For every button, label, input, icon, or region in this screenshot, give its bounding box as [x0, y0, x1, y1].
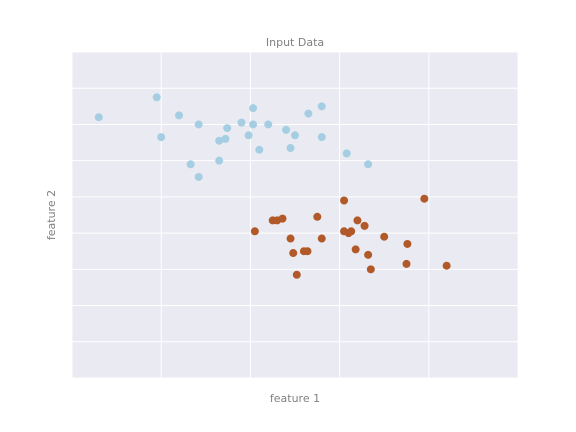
- data-point-series-1: [157, 133, 166, 142]
- data-point-series-1: [255, 145, 264, 154]
- data-point-series-1: [223, 124, 232, 133]
- data-point-series-2: [303, 247, 312, 256]
- data-point-series-1: [237, 118, 246, 127]
- data-point-series-1: [221, 134, 230, 143]
- data-point-series-2: [292, 270, 301, 279]
- plot-background: [72, 52, 518, 378]
- x-axis-label: feature 1: [270, 392, 320, 405]
- data-point-series-1: [249, 104, 258, 113]
- data-point-series-2: [420, 194, 429, 203]
- data-point-series-1: [364, 160, 373, 169]
- data-point-series-2: [402, 259, 411, 268]
- data-point-series-1: [282, 125, 291, 134]
- data-point-series-2: [364, 250, 373, 259]
- data-point-series-2: [442, 261, 451, 270]
- data-point-series-2: [317, 234, 326, 243]
- data-point-series-1: [194, 120, 203, 129]
- data-point-series-2: [278, 214, 287, 223]
- data-point-series-1: [244, 131, 253, 140]
- data-point-series-2: [286, 234, 295, 243]
- data-point-series-2: [313, 212, 322, 221]
- data-point-series-1: [291, 131, 299, 140]
- chart-title: Input Data: [266, 36, 324, 49]
- data-point-series-1: [94, 113, 103, 122]
- data-point-series-1: [317, 133, 326, 142]
- data-point-series-2: [250, 227, 259, 236]
- data-point-series-2: [360, 221, 369, 230]
- data-point-series-1: [249, 120, 258, 129]
- data-point-series-2: [380, 232, 389, 241]
- data-point-series-1: [215, 136, 224, 145]
- data-point-series-1: [152, 93, 161, 102]
- y-axis-label: feature 2: [45, 190, 58, 240]
- data-point-series-2: [353, 216, 362, 225]
- data-point-series-1: [317, 102, 326, 111]
- data-point-series-2: [403, 239, 412, 248]
- data-point-series-2: [347, 227, 356, 236]
- data-point-series-1: [286, 143, 295, 152]
- data-point-series-2: [351, 245, 360, 254]
- data-point-series-2: [340, 196, 349, 205]
- data-point-series-1: [194, 172, 203, 181]
- data-point-series-1: [215, 156, 224, 165]
- data-point-series-1: [186, 160, 195, 169]
- data-point-series-2: [289, 249, 298, 258]
- data-point-series-1: [264, 120, 273, 129]
- data-point-series-1: [342, 149, 351, 158]
- data-point-series-1: [304, 109, 313, 118]
- grid: [71, 51, 519, 379]
- data-point-series-1: [175, 111, 184, 120]
- data-points: [94, 93, 451, 279]
- data-point-series-2: [366, 265, 375, 274]
